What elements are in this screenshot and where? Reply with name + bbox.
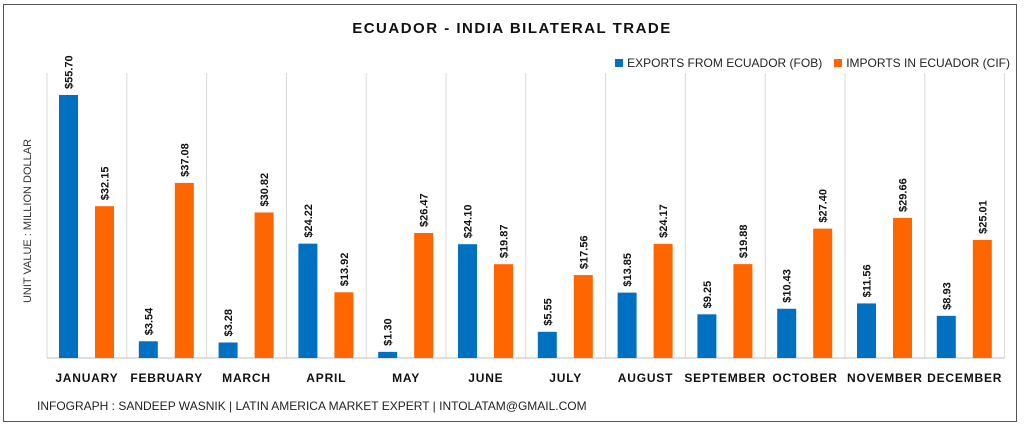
data-label: $19.88 — [738, 224, 750, 258]
legend-label: EXPORTS FROM ECUADOR (FOB) — [627, 56, 823, 70]
bar-imports — [813, 228, 833, 358]
bar-exports — [697, 314, 717, 358]
bar-exports — [936, 315, 956, 358]
x-tick-label: OCTOBER — [772, 371, 837, 385]
data-label: $3.28 — [223, 309, 235, 337]
bar-imports — [733, 264, 753, 358]
bar-exports — [458, 244, 477, 358]
data-label: $11.56 — [862, 264, 874, 297]
data-label: $24.17 — [658, 204, 670, 238]
x-tick-label: MARCH — [222, 371, 271, 385]
x-tick-label: JUNE — [468, 371, 503, 385]
bar-imports — [494, 264, 513, 358]
bar-exports — [138, 341, 158, 358]
data-label: $24.10 — [463, 205, 475, 239]
x-tick-label: APRIL — [306, 371, 346, 385]
data-label: $37.08 — [179, 143, 191, 177]
bar-exports — [378, 351, 398, 358]
bar-exports — [218, 342, 238, 358]
data-label: $32.15 — [100, 167, 112, 201]
chart-frame — [3, 4, 1017, 422]
x-tick-label: MAY — [392, 371, 420, 385]
bar-imports — [893, 217, 912, 358]
legend-item-exports: EXPORTS FROM ECUADOR (FOB) — [615, 56, 822, 70]
legend-swatch — [834, 59, 843, 67]
bar-imports — [95, 206, 114, 358]
data-label: $5.55 — [542, 298, 554, 326]
data-label: $13.85 — [622, 253, 634, 287]
data-label: $30.82 — [259, 173, 271, 207]
bar-exports — [857, 303, 876, 358]
bar-exports — [537, 331, 557, 358]
footer: INFOGRAPH : SANDEEP WASNIK | LATIN AMERI… — [37, 399, 587, 413]
legend-label: IMPORTS IN ECUADOR (CIF) — [846, 56, 1010, 70]
x-tick-label: FEBRUARY — [130, 371, 203, 385]
data-label: $26.47 — [419, 193, 431, 227]
data-label: $10.43 — [782, 269, 794, 303]
x-tick-label: JULY — [549, 371, 582, 385]
data-label: $29.66 — [898, 178, 910, 212]
x-tick-label: DECEMBER — [927, 371, 1002, 385]
x-tick-label: AUGUST — [618, 371, 673, 385]
bar-imports — [254, 212, 274, 358]
data-label: $17.56 — [578, 235, 590, 269]
bar-imports — [653, 243, 673, 358]
x-tick-label: NOVEMBER — [847, 371, 923, 385]
legend: EXPORTS FROM ECUADOR (FOB) IMPORTS IN EC… — [615, 56, 1010, 70]
data-label: $55.70 — [64, 55, 76, 89]
chart-title: ECUADOR - INDIA BILATERAL TRADE — [352, 20, 672, 37]
data-label: $1.30 — [383, 318, 395, 346]
data-label: $24.22 — [303, 204, 315, 238]
data-label: $9.25 — [702, 281, 714, 309]
bar-imports — [334, 292, 354, 358]
bar-imports — [414, 233, 434, 358]
bar-exports — [617, 292, 637, 358]
legend-swatch — [615, 59, 624, 67]
data-label: $13.92 — [339, 253, 351, 287]
x-tick-label: JANUARY — [55, 371, 118, 385]
bar-imports — [972, 239, 992, 358]
legend-item-imports: IMPORTS IN ECUADOR (CIF) — [834, 56, 1010, 70]
bar-exports — [298, 243, 318, 358]
data-label: $3.54 — [143, 307, 155, 335]
data-label: $8.93 — [941, 282, 953, 310]
bar-imports — [573, 275, 593, 358]
data-label: $25.01 — [977, 200, 989, 234]
bar-exports — [777, 308, 797, 358]
data-label: $19.87 — [499, 225, 511, 259]
bar-imports — [174, 182, 194, 358]
x-tick-label: SEPTEMBER — [684, 371, 766, 385]
data-label: $27.40 — [818, 189, 830, 223]
bar-exports — [59, 95, 78, 358]
